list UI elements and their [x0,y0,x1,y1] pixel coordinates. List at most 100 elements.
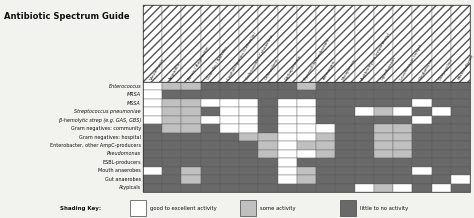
Bar [162,141,182,150]
Bar [278,107,297,116]
Text: Ampicillin: Ampicillin [168,61,182,81]
Bar [355,184,374,192]
Bar [374,116,393,124]
Bar [182,150,201,158]
Bar [431,158,451,167]
Bar [143,107,162,116]
Bar [316,82,335,90]
Bar [451,107,470,116]
Text: Gut anaerobes: Gut anaerobes [105,177,141,182]
Bar [297,5,316,82]
Bar [431,99,451,107]
Bar [451,150,470,158]
Text: Levofloxacin (resp.): Levofloxacin (resp.) [399,44,423,81]
Bar [162,116,182,124]
Bar [162,107,182,116]
Bar [393,184,412,192]
Bar [258,150,278,158]
Bar [201,124,220,133]
Bar [201,133,220,141]
Bar [355,90,374,99]
Bar [316,167,335,175]
Bar [355,116,374,124]
Bar [355,175,374,184]
Bar [431,150,451,158]
Bar [239,175,258,184]
Bar [258,5,278,82]
Bar [451,116,470,124]
Text: Meropenem: Meropenem [341,58,357,81]
Bar [143,175,162,184]
Bar [335,175,355,184]
Bar [201,150,220,158]
Bar [297,124,316,133]
Bar [316,184,335,192]
Bar [451,184,470,192]
Bar [431,116,451,124]
Bar [182,82,201,90]
Bar [393,175,412,184]
Bar [355,107,374,116]
Text: Azithromycin (respiratory): Azithromycin (respiratory) [361,32,392,81]
Bar [355,158,374,167]
Text: MRSA: MRSA [127,92,141,97]
Bar [451,99,470,107]
Bar [201,5,220,82]
Bar [182,184,201,192]
Bar [143,5,470,192]
Bar [355,99,374,107]
Bar [393,5,412,82]
Bar [335,99,355,107]
Text: little to no activity: little to no activity [360,206,408,211]
Bar [162,167,182,175]
Bar [258,158,278,167]
Bar [374,150,393,158]
Bar [297,175,316,184]
Bar [451,82,470,90]
Bar [393,82,412,90]
Bar [239,133,258,141]
Bar [182,158,201,167]
Bar [220,124,239,133]
Bar [297,116,316,124]
Bar [162,90,182,99]
Bar [393,150,412,158]
Text: Mouth anaerobes: Mouth anaerobes [98,168,141,173]
Bar [182,167,201,175]
Text: Doxycycline: Doxycycline [438,57,454,81]
Text: Cephalosporins (Cefazolin): Cephalosporins (Cefazolin) [226,31,257,81]
Bar [335,124,355,133]
Bar [412,158,431,167]
Bar [355,141,374,150]
Bar [162,175,182,184]
Bar [393,99,412,107]
Bar [239,158,258,167]
Bar [374,99,393,107]
Bar [220,150,239,158]
Bar [278,90,297,99]
Text: Shading Key:: Shading Key: [60,206,101,211]
Bar [335,158,355,167]
Bar [220,82,239,90]
Bar [297,82,316,90]
Bar [335,107,355,116]
Bar [220,5,239,82]
Bar [239,116,258,124]
Bar [182,99,201,107]
Bar [278,5,297,82]
Bar [355,82,374,90]
Bar [335,133,355,141]
Text: Ciprofloxacin: Ciprofloxacin [380,56,397,81]
Bar [278,116,297,124]
Bar [162,184,182,192]
Bar [278,141,297,150]
Bar [258,90,278,99]
Bar [412,107,431,116]
Bar [258,133,278,141]
Bar [412,175,431,184]
Bar [393,107,412,116]
Bar [201,175,220,184]
Bar [143,116,162,124]
Bar [412,116,431,124]
Bar [412,133,431,141]
